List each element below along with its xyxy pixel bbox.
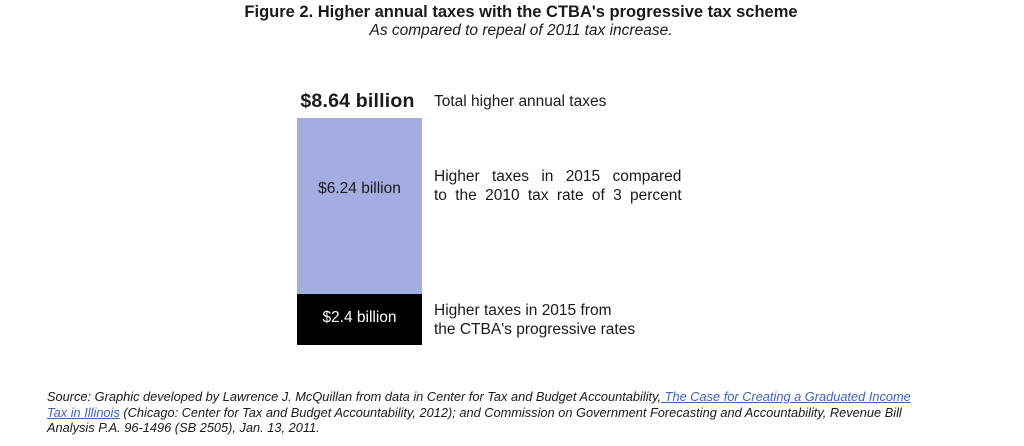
bar-segment-ctba-progressive [297, 294, 422, 345]
source-note: Source: Graphic developed by Lawrence J.… [47, 389, 1007, 436]
total-description: Total higher annual taxes [434, 93, 607, 110]
source-text: Source: Graphic developed by Lawrence J.… [47, 389, 662, 404]
segment-value-label-ctba-progressive: $2.4 billion [322, 309, 397, 326]
source-line-3: Analysis P.A. 96-1496 (SB 2505), Jan. 13… [47, 420, 1007, 436]
description-line: to the 2010 tax rate of 3 percent [434, 186, 682, 204]
source-citation-link-part1[interactable]: The Case for Creating a Graduated Income [661, 389, 911, 404]
source-line-1: Source: Graphic developed by Lawrence J.… [47, 389, 1007, 405]
description-line: Higher taxes in 2015 from [434, 302, 612, 319]
segment-description-ctba-progressive: Higher taxes in 2015 from the CTBA's pro… [434, 302, 635, 339]
source-line-2: Tax in Illinois (Chicago: Center for Tax… [47, 405, 1007, 421]
description-line: the CTBA's progressive rates [434, 320, 636, 338]
figure-subtitle: As compared to repeal of 2011 tax increa… [369, 22, 673, 39]
bar-segment-higher-taxes-vs-2010-rate [297, 118, 422, 294]
segment-value-label-vs-2010-rate: $6.24 billion [318, 180, 401, 197]
total-value-label: $8.64 billion [300, 90, 415, 112]
source-text: (Chicago: Center for Tax and Budget Acco… [119, 404, 902, 420]
figure-title: Figure 2. Higher annual taxes with the C… [244, 3, 798, 21]
description-line: Higher taxes in 2015 compared [434, 168, 682, 185]
segment-description-vs-2010-rate: Higher taxes in 2015 compared to the 201… [434, 168, 682, 205]
source-citation-link-part2[interactable]: Tax in Illinois [47, 404, 120, 420]
source-text: Analysis P.A. 96-1496 (SB 2505), Jan. 13… [47, 420, 320, 435]
